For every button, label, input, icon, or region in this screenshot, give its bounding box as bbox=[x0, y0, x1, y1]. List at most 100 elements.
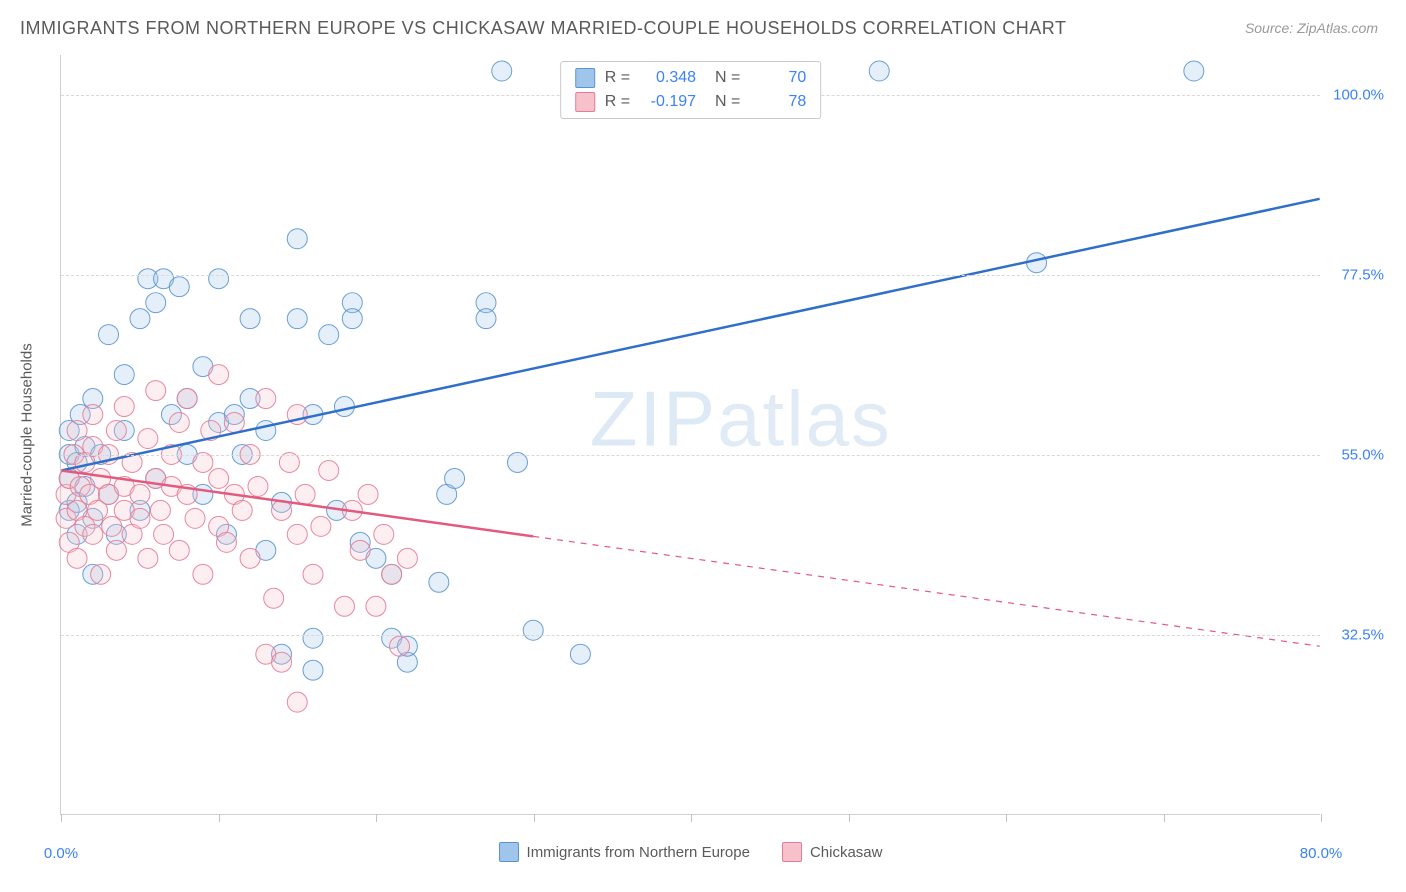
scatter-point bbox=[185, 508, 205, 528]
scatter-point bbox=[303, 564, 323, 584]
scatter-point bbox=[240, 548, 260, 568]
correlation-row: R =-0.197 N =78 bbox=[575, 92, 807, 112]
scatter-point bbox=[146, 381, 166, 401]
scatter-point bbox=[272, 652, 292, 672]
scatter-point bbox=[216, 532, 236, 552]
legend-swatch bbox=[499, 842, 519, 862]
scatter-point bbox=[102, 516, 122, 536]
source-attribution: Source: ZipAtlas.com bbox=[1245, 20, 1378, 36]
legend-item: Immigrants from Northern Europe bbox=[499, 842, 750, 862]
scatter-point bbox=[146, 293, 166, 313]
scatter-point bbox=[154, 524, 174, 544]
scatter-point bbox=[523, 620, 543, 640]
scatter-point bbox=[169, 277, 189, 297]
legend-swatch bbox=[782, 842, 802, 862]
y-tick-label: 100.0% bbox=[1324, 87, 1384, 104]
scatter-point bbox=[287, 229, 307, 249]
scatter-point bbox=[130, 508, 150, 528]
scatter-point bbox=[114, 397, 134, 417]
scatter-point bbox=[130, 309, 150, 329]
regression-line-extrapolated bbox=[533, 536, 1319, 646]
scatter-point bbox=[374, 524, 394, 544]
x-tick bbox=[849, 814, 850, 822]
chart-title: IMMIGRANTS FROM NORTHERN EUROPE VS CHICK… bbox=[20, 18, 1066, 39]
scatter-point bbox=[319, 460, 339, 480]
regression-line bbox=[61, 199, 1319, 471]
scatter-point bbox=[303, 660, 323, 680]
scatter-point bbox=[209, 269, 229, 289]
scatter-point bbox=[99, 325, 119, 345]
scatter-point bbox=[1184, 61, 1204, 81]
chart-svg bbox=[61, 55, 1320, 814]
scatter-point bbox=[342, 309, 362, 329]
scatter-point bbox=[264, 588, 284, 608]
n-label: N = bbox=[706, 93, 740, 111]
scatter-point bbox=[397, 548, 417, 568]
legend-item: Chickasaw bbox=[782, 842, 883, 862]
scatter-point bbox=[83, 524, 103, 544]
scatter-point bbox=[390, 636, 410, 656]
scatter-point bbox=[256, 421, 276, 441]
scatter-point bbox=[193, 564, 213, 584]
scatter-point bbox=[138, 548, 158, 568]
n-value: 78 bbox=[750, 93, 806, 111]
gridline bbox=[61, 635, 1320, 636]
x-tick bbox=[219, 814, 220, 822]
scatter-point bbox=[256, 389, 276, 409]
scatter-point bbox=[287, 524, 307, 544]
y-tick-label: 32.5% bbox=[1324, 627, 1384, 644]
correlation-row: R =0.348 N =70 bbox=[575, 68, 807, 88]
scatter-point bbox=[114, 365, 134, 385]
scatter-point bbox=[382, 564, 402, 584]
scatter-point bbox=[303, 628, 323, 648]
scatter-point bbox=[130, 484, 150, 504]
x-tick-label: 0.0% bbox=[44, 845, 78, 862]
scatter-point bbox=[492, 61, 512, 81]
y-tick-label: 77.5% bbox=[1324, 267, 1384, 284]
x-tick bbox=[376, 814, 377, 822]
series-legend: Immigrants from Northern Europe Chickasaw bbox=[499, 842, 883, 862]
correlation-legend: R =0.348 N =70R =-0.197 N =78 bbox=[560, 61, 822, 119]
gridline bbox=[61, 455, 1320, 456]
x-tick bbox=[1006, 814, 1007, 822]
scatter-point bbox=[209, 365, 229, 385]
chart-plot-area: Married-couple Households ZIPatlas R =0.… bbox=[60, 55, 1320, 815]
scatter-point bbox=[295, 484, 315, 504]
scatter-point bbox=[287, 692, 307, 712]
n-label: N = bbox=[706, 69, 740, 87]
scatter-point bbox=[334, 596, 354, 616]
scatter-point bbox=[334, 397, 354, 417]
scatter-point bbox=[169, 413, 189, 433]
legend-label: Chickasaw bbox=[810, 844, 883, 861]
scatter-point bbox=[150, 500, 170, 520]
scatter-point bbox=[350, 540, 370, 560]
scatter-point bbox=[311, 516, 331, 536]
y-axis-label: Married-couple Households bbox=[19, 343, 36, 526]
scatter-point bbox=[106, 421, 126, 441]
scatter-point bbox=[287, 309, 307, 329]
scatter-point bbox=[366, 596, 386, 616]
scatter-point bbox=[67, 421, 87, 441]
legend-swatch bbox=[575, 92, 595, 112]
scatter-point bbox=[232, 500, 252, 520]
scatter-point bbox=[1027, 253, 1047, 273]
n-value: 70 bbox=[750, 69, 806, 87]
x-tick-label: 80.0% bbox=[1300, 845, 1343, 862]
scatter-point bbox=[169, 540, 189, 560]
scatter-point bbox=[106, 540, 126, 560]
x-tick bbox=[1321, 814, 1322, 822]
x-tick bbox=[534, 814, 535, 822]
scatter-point bbox=[570, 644, 590, 664]
scatter-point bbox=[67, 548, 87, 568]
scatter-point bbox=[429, 572, 449, 592]
r-label: R = bbox=[605, 93, 630, 111]
scatter-point bbox=[91, 564, 111, 584]
x-tick bbox=[691, 814, 692, 822]
scatter-point bbox=[240, 309, 260, 329]
scatter-point bbox=[319, 325, 339, 345]
y-tick-label: 55.0% bbox=[1324, 447, 1384, 464]
r-value: 0.348 bbox=[640, 69, 696, 87]
scatter-point bbox=[224, 413, 244, 433]
gridline bbox=[61, 275, 1320, 276]
scatter-point bbox=[177, 389, 197, 409]
